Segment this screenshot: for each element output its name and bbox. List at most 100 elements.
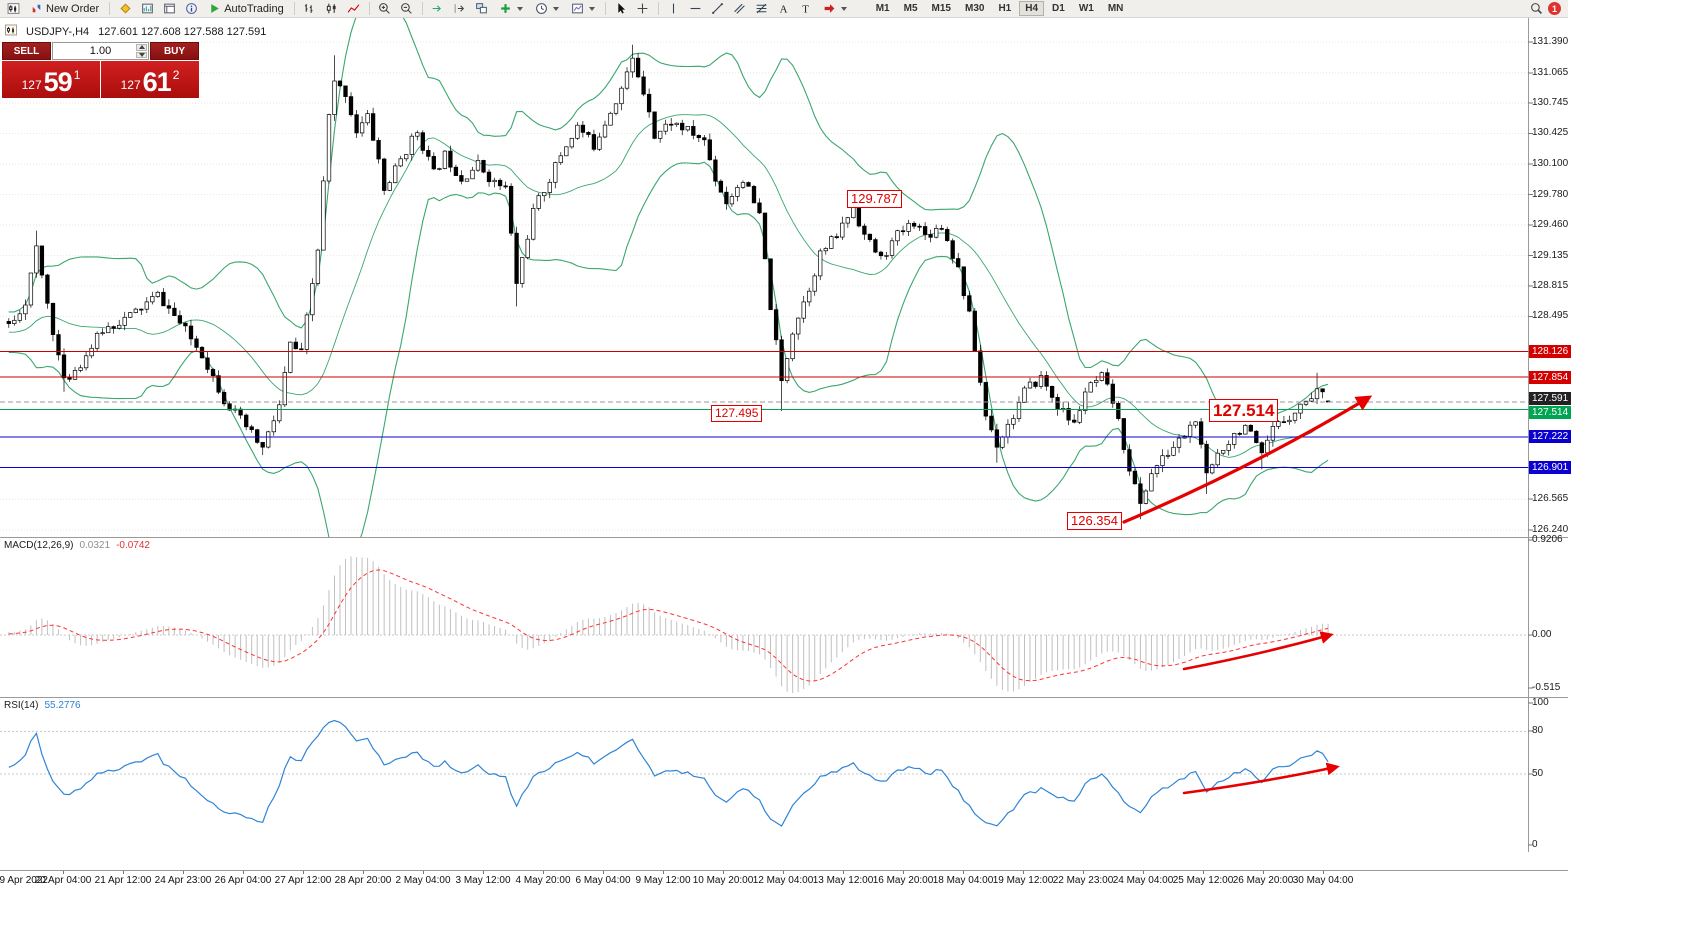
trendline-icon[interactable] [708,1,728,17]
rsi-line [8,719,1329,827]
macd-axis-label: 0.00 [1532,629,1552,640]
chevron-down-icon [552,6,559,11]
chart-window-icon [7,2,20,15]
volume-decrease-button[interactable] [136,51,147,58]
chart-window[interactable]: USDJPY-,H4 127.601 127.608 127.588 127.5… [0,18,1572,852]
search-icon[interactable] [1526,1,1546,17]
macd-signal-line [8,569,1329,682]
time-axis-tick [843,871,844,874]
channel-icon[interactable] [730,1,750,17]
templates-button[interactable] [566,1,600,17]
timeframe-w1-button[interactable]: W1 [1078,3,1094,14]
rsi-axis-label: 80 [1532,725,1544,736]
tile-windows-icon[interactable] [472,1,492,17]
line-chart-icon [347,2,360,15]
time-axis-label: 19 May 12:00 [992,875,1054,886]
line-chart-icon[interactable] [344,1,364,17]
chart-window-icon[interactable] [3,1,23,17]
strategy-tester-icon[interactable] [137,1,157,17]
zoom-out-icon[interactable] [397,1,417,17]
one-click-order-row: SELL 1.00 BUY [2,42,199,60]
timeframe-m15-button[interactable]: M15 [931,3,951,14]
price-axis-label: 126.240 [1532,523,1569,535]
timeframe-d1-button[interactable]: D1 [1052,3,1065,14]
new-order-icon [30,2,43,15]
navigator-icon [185,2,198,15]
arrows-button[interactable] [818,1,852,17]
crosshair-icon[interactable] [633,1,653,17]
svg-text:A: A [780,3,788,15]
autotrading-button[interactable]: AutoTrading [203,1,289,17]
volume-field[interactable]: 1.00 [52,42,149,60]
timeframe-m1-button[interactable]: M1 [875,3,890,14]
trendline-icon [711,2,724,15]
buy-button[interactable]: BUY [150,42,199,60]
macd-layer [0,556,1528,693]
auto-scroll-icon[interactable] [428,1,448,17]
rsi-value: 55.2776 [44,700,81,711]
channel-icon [733,2,746,15]
price-axis-label: 129.135 [1532,249,1569,261]
bar-chart-icon [303,2,316,15]
volume-spinner [136,44,147,58]
timeframe-m5-button[interactable]: M5 [903,3,918,14]
timeframe-h1-button[interactable]: H1 [998,3,1012,14]
label-icon[interactable]: T [796,1,816,17]
navigator-icon[interactable] [181,1,201,17]
chevron-down-icon [588,6,595,11]
time-axis-label: 6 May 04:00 [575,875,631,886]
horizontal-line-icon[interactable] [686,1,706,17]
time-axis-label: 24 Apr 23:00 [154,875,212,886]
chevron-down-icon [516,6,523,11]
trend-arrow-macd [1182,631,1334,671]
vertical-line-icon[interactable] [664,1,684,17]
candlestick-chart-icon[interactable] [322,1,342,17]
bid-price-button[interactable]: 127 59 1 [2,61,100,98]
time-axis-tick [123,871,124,874]
macd-indicator-title: MACD(12,26,9) 0.0321 -0.0742 [4,540,150,551]
data-window-icon[interactable] [159,1,179,17]
autotrading-button-label: AutoTrading [224,2,284,15]
toolbar-separator [421,2,423,15]
chart-shift-icon[interactable] [450,1,470,17]
timeframe-mn-button[interactable]: MN [1107,3,1124,14]
rsi-axis-label: 0 [1532,839,1538,850]
price-axis-label: 126.565 [1532,493,1569,505]
time-axis-tick [963,871,964,874]
volume-increase-button[interactable] [136,44,147,51]
bid-point: 1 [73,68,81,82]
time-axis-tick [183,871,184,874]
price-axis-marker: 127.591 [1529,392,1572,406]
ask-price-button[interactable]: 127 61 2 [101,61,199,98]
zoom-out-icon [400,2,413,15]
time-axis-label: 28 Apr 20:00 [334,875,392,886]
toolbar-separator [657,2,659,15]
price-annotation: 126.354 [1067,512,1122,531]
periods-button[interactable] [530,1,564,17]
new-order-button[interactable]: New Order [25,1,104,17]
time-axis-label: 20 Apr 04:00 [34,875,92,886]
cursor-icon[interactable] [611,1,631,17]
time-axis-tick [363,871,364,874]
time-axis-tick [1263,871,1264,874]
time-axis-label: 3 May 12:00 [455,875,511,886]
price-chart-canvas[interactable] [0,18,1568,852]
metaeditor-icon[interactable] [115,1,135,17]
zoom-in-icon[interactable] [375,1,395,17]
indicators-button[interactable] [494,1,528,17]
text-icon[interactable]: A [774,1,794,17]
timeframe-h4-button[interactable]: H4 [1019,1,1045,16]
timeframe-m30-button[interactable]: M30 [964,3,985,14]
cursor-icon [614,2,627,15]
time-axis-tick [63,871,64,874]
bar-chart-icon[interactable] [300,1,320,17]
sell-button[interactable]: SELL [2,42,51,60]
chart-shift-icon [453,2,466,15]
fibonacci-icon[interactable] [752,1,772,17]
price-axis-label: 129.460 [1532,218,1569,230]
toolbar-separator [604,2,606,15]
notification-badge[interactable]: 1 [1548,2,1561,15]
time-axis-tick [603,871,604,874]
